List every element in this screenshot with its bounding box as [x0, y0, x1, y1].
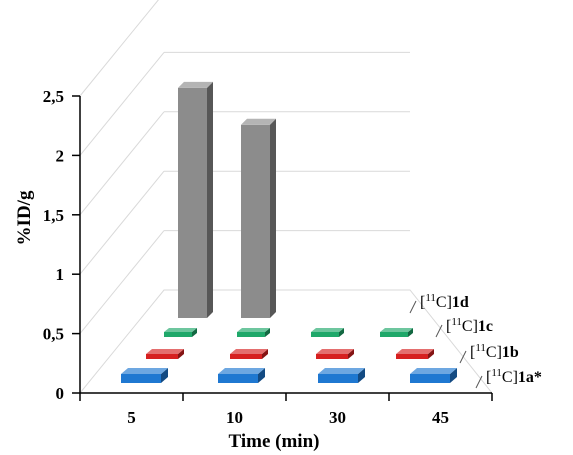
bar-1a-30-front: [318, 374, 358, 383]
gridline-wall: [79, 230, 165, 334]
series-label-tick: [459, 350, 467, 364]
bar-1c-45: [380, 328, 413, 337]
bar-1c-5-side: [192, 328, 197, 337]
y-tick-label: 0: [56, 384, 65, 403]
bar-1c-45-top: [380, 328, 413, 332]
bar-1c-5-top: [164, 328, 197, 332]
bar-1a-5-top: [121, 368, 168, 374]
bar-1c-30-front: [311, 332, 339, 337]
bar-1b-10-top: [230, 349, 268, 354]
bar-1b-45-side: [428, 349, 434, 359]
bar-1b-10-side: [262, 349, 268, 359]
bar-1b-45: [396, 349, 434, 359]
bar-1d-5-front: [178, 87, 207, 319]
bar-1a-5-front: [121, 374, 161, 383]
bar-1b-5-top: [146, 349, 184, 354]
series-label: [11C]1a*: [486, 367, 542, 386]
bar-1c-5-front: [164, 332, 192, 337]
series-label-tick: [475, 375, 483, 389]
bar-1a-30-side: [358, 368, 365, 383]
bar-1c-30-top: [311, 328, 344, 332]
bar-1a-45-front: [410, 374, 450, 383]
y-tick-label: 1,5: [43, 206, 64, 225]
bar-1b-5-front: [146, 354, 178, 359]
bar-1a-45-side: [450, 368, 457, 383]
y-axis-title: %ID/g: [14, 190, 35, 245]
series-label: [11C]1b: [470, 342, 519, 361]
bar-1a-45-top: [410, 368, 457, 374]
bar-1c-10: [237, 328, 270, 337]
y-tick-label: 2: [56, 146, 65, 165]
bar-1d-5: [178, 81, 213, 319]
bar-1c-10-side: [265, 328, 270, 337]
bar-1b-30: [316, 349, 354, 359]
y-tick-label: 1: [56, 265, 65, 284]
y-tick-label: 0,5: [43, 325, 64, 344]
bar-1b-45-front: [396, 354, 428, 359]
x-tick-label: 45: [432, 408, 449, 427]
bar-1b-45-top: [396, 349, 434, 354]
series-label: [11C]1d: [420, 292, 469, 311]
bar-1a-10-top: [218, 368, 265, 374]
bar-1b-10: [230, 349, 268, 359]
bar-1d-10-top: [241, 118, 276, 125]
bar-1c-45-side: [408, 328, 413, 337]
bar-1c-30: [311, 328, 344, 337]
bar-1a-10-front: [218, 374, 258, 383]
gridline-wall: [79, 111, 165, 216]
bar-1b-30-top: [316, 349, 354, 354]
bar-1b-10-front: [230, 354, 262, 359]
gridline-wall: [79, 0, 159, 97]
bar-1d-10-front: [241, 124, 270, 318]
gridline-wall: [79, 170, 165, 275]
bar-1b-5: [146, 349, 184, 359]
bar-1a-30-top: [318, 368, 365, 374]
bar-1a-30: [318, 368, 365, 383]
x-tick-label: 10: [226, 408, 243, 427]
x-tick-label: 5: [127, 408, 136, 427]
bar-1b-30-side: [348, 349, 354, 359]
bar-1c-10-front: [237, 332, 265, 337]
bar-1b-30-front: [316, 354, 348, 359]
bar-1a-5-side: [161, 368, 168, 383]
series-label-tick: [409, 300, 417, 314]
y-tick-label: 2,5: [43, 87, 64, 106]
x-tick-label: 30: [329, 408, 346, 427]
series-label-tick: [435, 324, 443, 338]
bar-1c-10-top: [237, 328, 270, 332]
bar-1a-10-side: [258, 368, 265, 383]
bar-1d-10-side: [270, 118, 276, 318]
bar-1b-5-side: [178, 349, 184, 359]
bar-1c-30-side: [339, 328, 344, 337]
bar-1a-45: [410, 368, 457, 383]
series-label: [11C]1c: [446, 316, 493, 335]
gridline-wall: [79, 52, 165, 156]
x-axis-title: Time (min): [229, 431, 320, 452]
bar-1d-5-side: [207, 81, 213, 319]
bar-1c-45-front: [380, 332, 408, 337]
bar-1d-10: [241, 118, 276, 318]
bar-1d-5-top: [178, 81, 213, 88]
bar-1c-5: [164, 328, 197, 337]
bar-1a-5: [121, 368, 168, 383]
bar-1a-10: [218, 368, 265, 383]
